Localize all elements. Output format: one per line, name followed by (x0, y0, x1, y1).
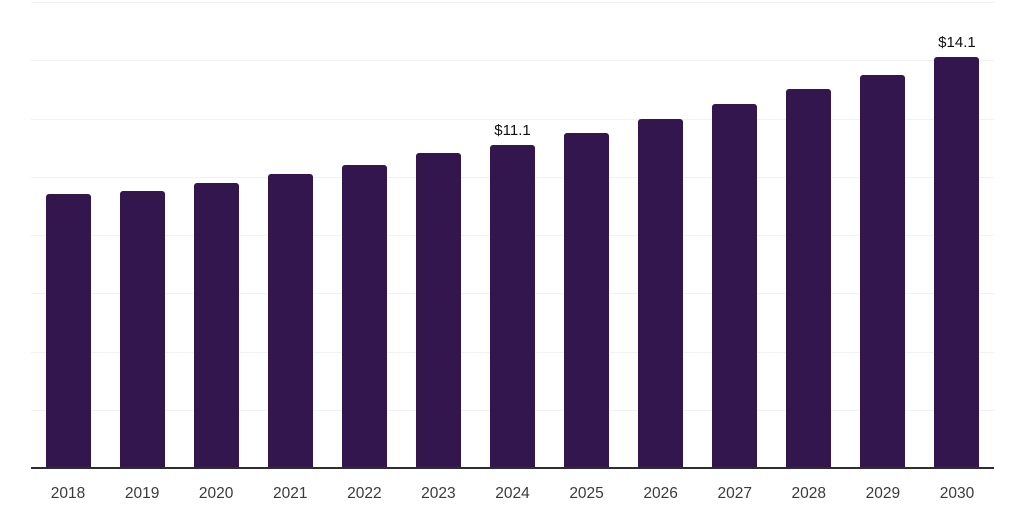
bar-2027 (712, 103, 758, 468)
data-label-2024: $11.1 (494, 121, 531, 139)
x-tick-label-2022: 2022 (347, 485, 382, 502)
x-tick-label-2018: 2018 (50, 485, 86, 502)
gridline-14 (31, 60, 994, 62)
bar-2028 (786, 89, 832, 468)
x-tick-label-2026: 2026 (643, 485, 678, 502)
x-axis-line (31, 467, 994, 469)
bar-2024 (490, 144, 535, 468)
x-tick-label-2023: 2023 (421, 485, 456, 502)
x-tick-label-2030: 2030 (939, 485, 975, 502)
x-tick-label-2020: 2020 (198, 485, 234, 502)
bar-2026 (638, 118, 684, 468)
x-tick-label-2021: 2021 (273, 485, 308, 502)
bar-2020 (193, 182, 239, 468)
bar-2025 (564, 133, 610, 468)
bar-2019 (119, 191, 165, 468)
data-label-2030: $14.1 (938, 34, 976, 52)
x-tick-label-2027: 2027 (717, 485, 752, 502)
bar-2021 (267, 173, 313, 468)
x-tick-label-2029: 2029 (865, 485, 901, 502)
bar-2023 (415, 153, 461, 468)
bar-2022 (341, 165, 387, 468)
x-tick-label-2028: 2028 (791, 485, 827, 502)
gridline-16 (31, 2, 994, 3)
bar-2018 (45, 194, 91, 468)
bar-2030 (934, 57, 980, 468)
x-tick-label-2019: 2019 (124, 485, 160, 502)
x-tick-label-2024: 2024 (495, 485, 530, 502)
gridline-12 (31, 118, 994, 120)
x-tick-label-2025: 2025 (569, 485, 604, 502)
bar-2029 (860, 74, 906, 468)
